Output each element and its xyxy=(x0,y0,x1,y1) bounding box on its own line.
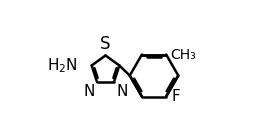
Text: N: N xyxy=(84,84,95,99)
Text: S: S xyxy=(100,35,111,53)
Text: CH₃: CH₃ xyxy=(170,48,196,62)
Text: F: F xyxy=(172,89,180,104)
Text: H$_2$N: H$_2$N xyxy=(47,56,78,75)
Text: N: N xyxy=(116,84,128,99)
